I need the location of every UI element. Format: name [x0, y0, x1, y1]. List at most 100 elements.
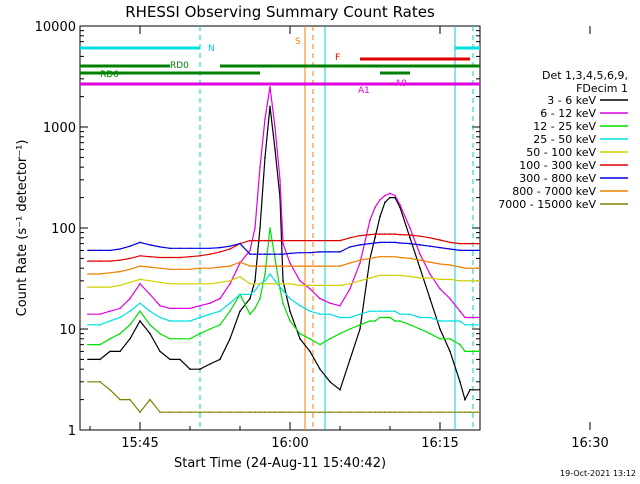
- data-point: [264, 253, 266, 255]
- data-point: [399, 320, 401, 322]
- data-point: [159, 332, 161, 335]
- data-point: [119, 248, 121, 250]
- data-point: [129, 257, 131, 260]
- data-point: [119, 316, 121, 319]
- data-point: [459, 343, 461, 346]
- data-point: [129, 268, 131, 271]
- data-point: [129, 281, 131, 284]
- data-point: [149, 244, 151, 246]
- data-point: [279, 253, 281, 255]
- data-point: [189, 307, 191, 310]
- data-point: [279, 283, 281, 285]
- legend-label: 7000 - 15000 keV: [498, 198, 596, 211]
- data-point: [199, 368, 201, 371]
- data-point: [264, 265, 266, 267]
- data-point: [479, 242, 480, 245]
- data-point: [189, 411, 191, 414]
- data-point: [179, 268, 181, 271]
- data-point: [99, 273, 101, 275]
- data-point: [319, 343, 321, 346]
- data-point: [189, 247, 191, 250]
- legend-label: 50 - 100 keV: [526, 146, 596, 159]
- flag-label: F: [335, 53, 340, 63]
- data-point: [149, 310, 151, 313]
- data-point: [464, 411, 466, 414]
- data-point: [399, 274, 401, 277]
- data-point: [289, 297, 291, 300]
- data-point: [459, 249, 461, 252]
- data-point: [129, 245, 131, 247]
- data-point: [109, 249, 111, 252]
- data-point: [319, 313, 321, 316]
- data-point: [439, 239, 441, 241]
- data-point: [254, 227, 256, 229]
- data-point: [279, 239, 281, 242]
- data-point: [282, 242, 284, 245]
- data-point: [159, 350, 161, 353]
- data-point: [254, 289, 256, 292]
- data-point: [339, 284, 341, 287]
- data-point: [254, 280, 256, 282]
- data-point: [129, 338, 131, 340]
- data-point: [374, 310, 376, 313]
- data-point: [282, 283, 284, 285]
- data-point: [129, 324, 131, 326]
- data-point: [464, 316, 466, 319]
- data-point: [369, 277, 371, 279]
- data-point: [384, 233, 386, 235]
- data-point: [379, 316, 381, 319]
- data-point: [219, 297, 221, 300]
- data-point: [139, 310, 141, 313]
- data-point: [169, 320, 171, 322]
- data-point: [229, 411, 231, 414]
- legend-label: 3 - 6 keV: [547, 94, 596, 107]
- data-point: [319, 297, 321, 300]
- data-point: [264, 239, 266, 242]
- data-point: [209, 267, 211, 270]
- data-point: [409, 313, 411, 316]
- data-point: [139, 320, 141, 322]
- data-point: [87, 381, 89, 383]
- flag-label: RD0: [170, 61, 189, 71]
- data-point: [429, 297, 431, 300]
- y-tick-label: 10: [59, 323, 76, 338]
- series-line: [88, 256, 480, 275]
- data-point: [469, 249, 471, 252]
- data-point: [249, 249, 251, 252]
- data-point: [394, 255, 396, 258]
- data-point: [139, 302, 141, 305]
- data-point: [199, 332, 201, 335]
- data-point: [289, 262, 291, 264]
- data-point: [179, 338, 181, 340]
- data-point: [319, 265, 321, 267]
- data-point: [329, 284, 331, 287]
- data-point: [289, 310, 291, 313]
- data-point: [289, 265, 291, 267]
- data-point: [449, 248, 451, 250]
- data-point: [409, 227, 411, 229]
- data-point: [469, 350, 471, 353]
- data-point: [394, 194, 396, 197]
- data-point: [464, 242, 466, 245]
- data-point: [459, 320, 461, 322]
- data-point: [289, 283, 291, 285]
- data-point: [409, 257, 411, 260]
- data-point: [249, 239, 251, 242]
- data-point: [109, 272, 111, 274]
- data-point: [179, 247, 181, 250]
- data-point: [119, 332, 121, 335]
- data-point: [149, 324, 151, 326]
- flag-label: A1: [358, 86, 370, 96]
- data-point: [119, 284, 121, 287]
- data-point: [99, 260, 101, 262]
- data-point: [274, 283, 276, 285]
- data-point: [254, 265, 256, 267]
- data-point: [289, 239, 291, 242]
- data-point: [259, 283, 261, 285]
- data-point: [469, 411, 471, 414]
- data-point: [309, 350, 311, 353]
- data-point: [87, 324, 89, 326]
- data-point: [349, 283, 351, 285]
- data-point: [209, 328, 211, 330]
